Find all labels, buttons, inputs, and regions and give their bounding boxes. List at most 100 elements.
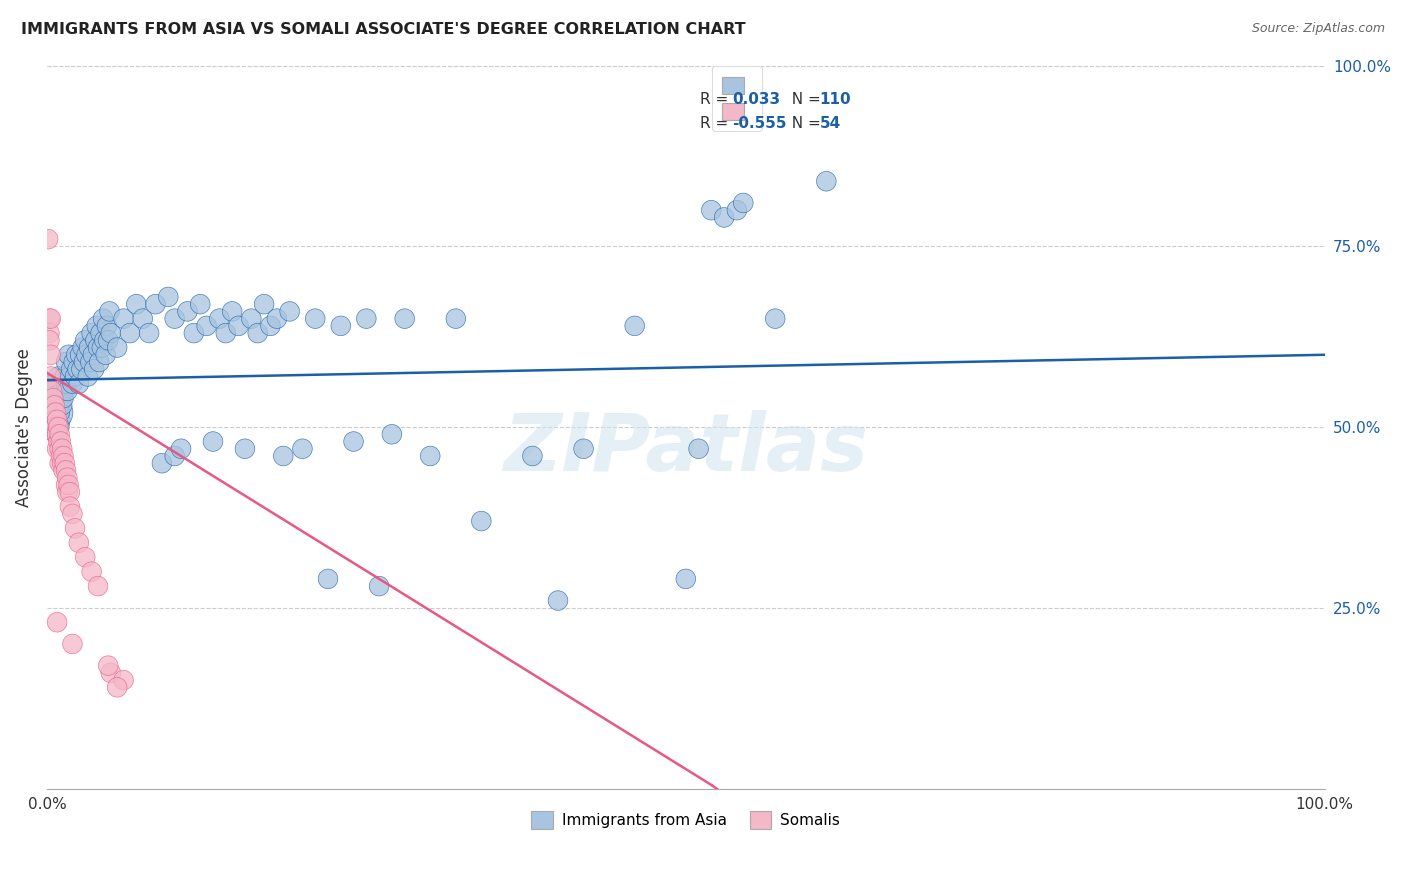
Point (39, 398, 62, 412)
Point (51, 384, 73, 398)
Point (118, 326, 141, 340)
Point (49, 434, 72, 449)
Point (125, 297, 148, 311)
Point (170, 442, 193, 456)
Text: R =: R = (700, 93, 734, 107)
Point (470, 514, 492, 528)
Point (48, 406, 70, 420)
Point (65, 348, 87, 362)
Point (90, 326, 112, 340)
Point (215, 326, 238, 340)
Point (70, 362, 93, 376)
Point (98, 304, 121, 318)
Point (48, 420, 70, 434)
Point (201, 434, 224, 449)
Point (522, 449, 544, 463)
Point (444, 311, 467, 326)
Point (39, 376, 62, 391)
Point (815, 174, 838, 188)
Point (763, 311, 786, 326)
Point (84, 334, 107, 348)
Point (58, 478, 80, 492)
Point (419, 449, 441, 463)
Point (58, 348, 80, 362)
Point (48, 434, 70, 449)
Point (55, 463, 77, 477)
Point (700, 203, 723, 218)
Point (228, 318, 250, 333)
Point (53, 456, 76, 470)
Point (356, 311, 378, 326)
Point (44, 420, 66, 434)
Point (63, 521, 86, 535)
Text: N =: N = (782, 116, 825, 130)
Point (688, 442, 710, 456)
Point (67, 376, 90, 391)
Point (83, 362, 105, 376)
Point (45, 384, 67, 398)
Point (62, 355, 84, 369)
Point (48, 369, 70, 384)
Point (77, 341, 100, 355)
Point (45, 427, 67, 442)
Point (80, 565, 103, 579)
Point (56, 471, 79, 485)
Point (368, 579, 391, 593)
Point (195, 318, 218, 333)
Point (132, 311, 155, 326)
Point (44, 398, 66, 412)
Point (675, 572, 697, 586)
Point (342, 434, 364, 449)
Point (37, 232, 59, 246)
Point (259, 318, 281, 333)
Point (44, 413, 66, 427)
Y-axis label: Associate's Degree: Associate's Degree (15, 348, 32, 507)
Point (51, 398, 73, 412)
Point (163, 449, 186, 463)
Point (44, 391, 66, 405)
Point (157, 290, 180, 304)
Point (266, 311, 288, 326)
Point (183, 326, 205, 340)
Point (733, 196, 755, 211)
Point (63, 369, 86, 384)
Point (46, 413, 69, 427)
Point (394, 311, 416, 326)
Point (39, 348, 62, 362)
Text: -0.555: -0.555 (733, 116, 787, 130)
Point (381, 427, 404, 442)
Point (46, 442, 69, 456)
Point (51, 442, 73, 456)
Point (100, 665, 122, 680)
Point (41, 406, 63, 420)
Point (62, 637, 84, 651)
Point (45, 406, 67, 420)
Point (89, 355, 111, 369)
Point (45, 420, 67, 434)
Point (46, 398, 69, 412)
Text: 0.033: 0.033 (733, 93, 780, 107)
Point (59, 500, 82, 514)
Point (55, 376, 77, 391)
Point (138, 326, 160, 340)
Point (97, 658, 120, 673)
Point (278, 304, 301, 318)
Point (304, 311, 326, 326)
Point (87, 341, 110, 355)
Point (79, 355, 101, 369)
Text: Source: ZipAtlas.com: Source: ZipAtlas.com (1251, 22, 1385, 36)
Point (233, 442, 256, 456)
Point (87, 579, 110, 593)
Point (86, 318, 108, 333)
Point (93, 334, 115, 348)
Point (59, 369, 82, 384)
Point (52, 463, 75, 477)
Point (42, 398, 65, 412)
Point (91, 311, 114, 326)
Point (39, 369, 62, 384)
Point (82, 348, 104, 362)
Point (271, 449, 294, 463)
Point (42, 413, 65, 427)
Point (547, 593, 569, 607)
Point (188, 297, 211, 311)
